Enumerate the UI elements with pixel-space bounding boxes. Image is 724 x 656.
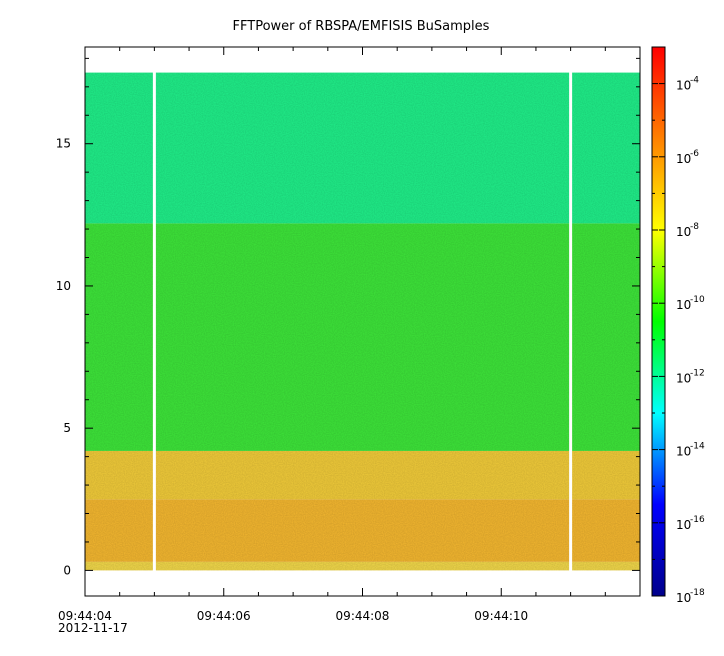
- chart-title: FFTPower of RBSPA/EMFISIS BuSamples: [233, 19, 490, 34]
- colorbar-tick-label: 10: [676, 225, 691, 239]
- x-axis: 09:44:04 09:44:06 09:44:08 09:44:10: [58, 47, 641, 623]
- colorbar-tick-label: 10: [676, 152, 691, 166]
- colorbar-tick-exponent: -4: [690, 76, 699, 86]
- colorbar-tick-exponent: -14: [690, 442, 705, 452]
- colorbar-tick-exponent: -16: [690, 515, 705, 525]
- y-tick-label: 15: [56, 137, 71, 151]
- colorbar: [651, 46, 666, 597]
- colorbar-tick-exponent: -18: [690, 588, 705, 598]
- colorbar-tick-label: 10: [676, 298, 691, 312]
- colorbar-tick-exponent: -8: [690, 222, 699, 232]
- colorbar-tick-exponent: -12: [690, 368, 705, 378]
- colorbar-tick-label: 10: [676, 79, 691, 93]
- colorbar-tick-label: 10: [676, 591, 691, 605]
- y-tick-label: 5: [63, 421, 71, 435]
- x-date-label: 2012-11-17: [58, 621, 128, 635]
- y-axis: 0 5 10 15: [56, 57, 640, 577]
- y-tick-label: 0: [63, 563, 71, 577]
- noise-overlay: [85, 72, 640, 571]
- data-gap-1: [569, 71, 573, 572]
- colorbar-tick-label: 10: [676, 518, 691, 532]
- colorbar-tick-label: 10: [676, 371, 691, 385]
- colorbar-tick-exponent: -10: [690, 295, 705, 305]
- colorbar-tick-exponent: -6: [690, 149, 699, 159]
- spectrogram-noise-texture: [85, 72, 640, 571]
- x-tick-label: 09:44:08: [336, 609, 390, 623]
- y-tick-label: 10: [56, 279, 71, 293]
- x-tick-label: 09:44:04: [58, 609, 112, 623]
- data-gaps: [152, 71, 573, 572]
- colorbar-tick-label: 10: [676, 445, 691, 459]
- x-tick-label: 09:44:06: [197, 609, 251, 623]
- data-gap-0: [152, 71, 156, 572]
- x-tick-label: 09:44:10: [474, 609, 528, 623]
